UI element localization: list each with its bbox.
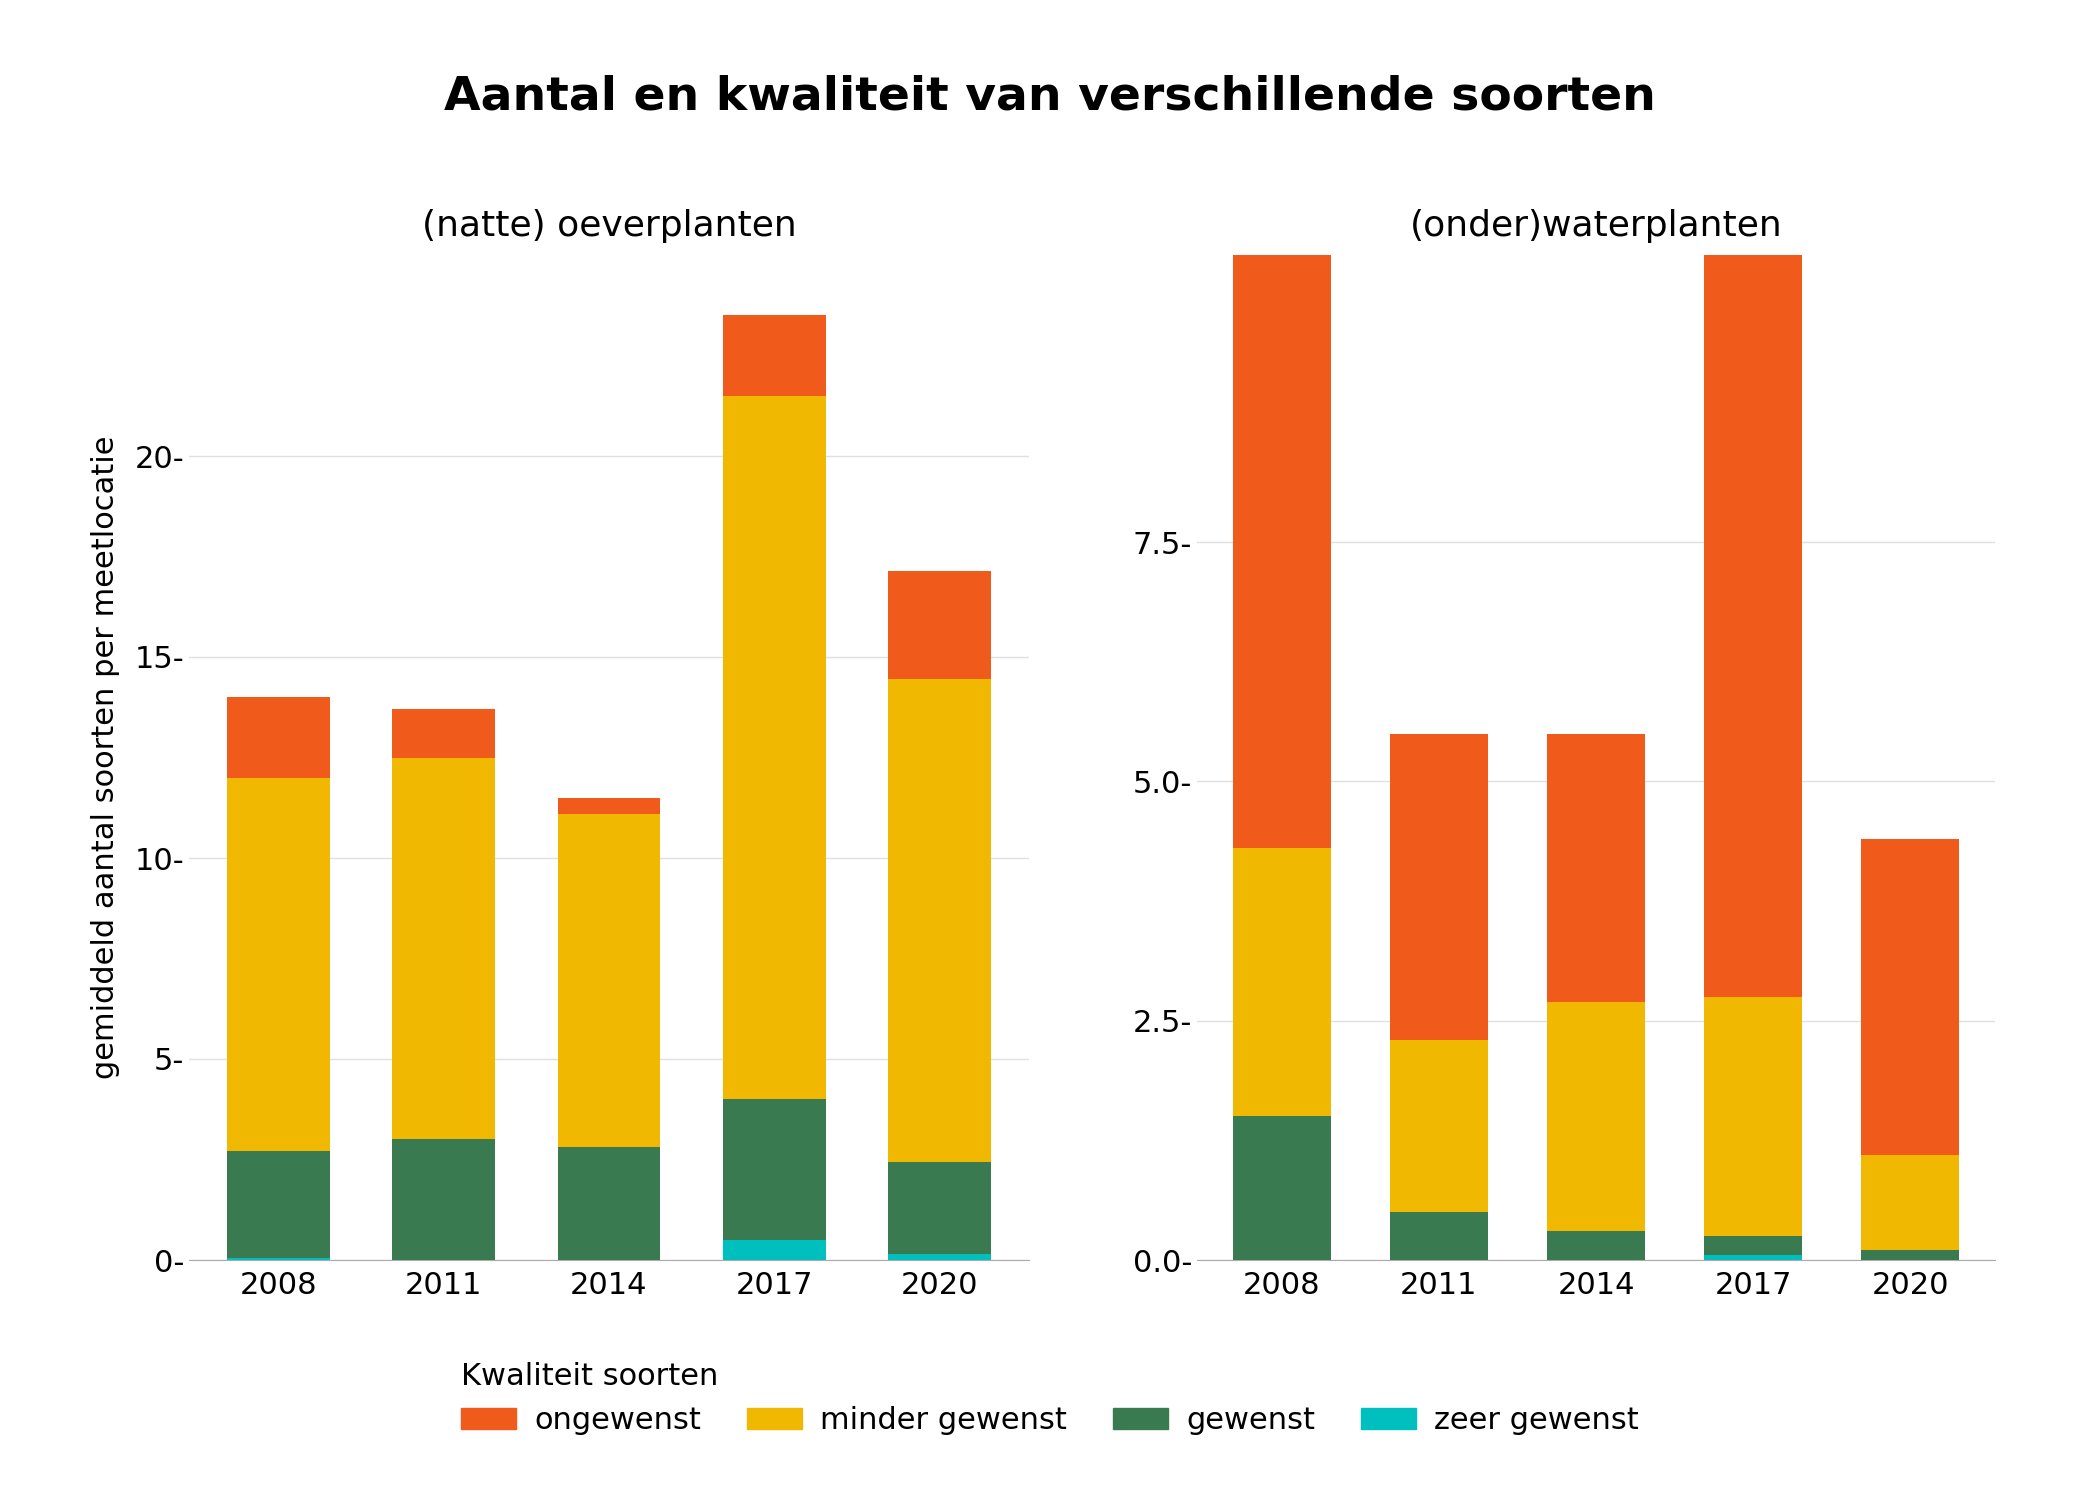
Bar — [559, 815, 659, 1148]
Bar — [722, 396, 825, 1100]
Bar — [1861, 1251, 1959, 1260]
Bar — [1390, 1212, 1487, 1260]
Bar — [227, 1152, 330, 1258]
Text: Aantal en kwaliteit van verschillende soorten: Aantal en kwaliteit van verschillende so… — [443, 75, 1657, 120]
Bar — [393, 710, 496, 758]
Title: (onder)waterplanten: (onder)waterplanten — [1409, 209, 1783, 243]
Bar — [1233, 0, 1331, 849]
Bar — [888, 1161, 991, 1254]
Bar — [1861, 839, 1959, 1155]
Bar — [1233, 849, 1331, 1116]
Bar — [1390, 734, 1487, 1040]
Bar — [1233, 1116, 1331, 1260]
Bar — [722, 1240, 825, 1260]
Bar — [1548, 734, 1644, 1002]
Bar — [559, 1148, 659, 1260]
Bar — [1705, 58, 1802, 998]
Bar — [393, 758, 496, 1140]
Bar — [227, 777, 330, 1152]
Bar — [1705, 1256, 1802, 1260]
Title: (natte) oeverplanten: (natte) oeverplanten — [422, 209, 796, 243]
Bar — [227, 1258, 330, 1260]
Bar — [888, 1254, 991, 1260]
Y-axis label: gemiddeld aantal soorten per meetlocatie: gemiddeld aantal soorten per meetlocatie — [92, 435, 120, 1080]
Bar — [722, 315, 825, 396]
Bar — [888, 680, 991, 1161]
Bar — [1548, 1002, 1644, 1232]
Legend: ongewenst, minder gewenst, gewenst, zeer gewenst: ongewenst, minder gewenst, gewenst, zeer… — [449, 1350, 1651, 1448]
Bar — [1548, 1232, 1644, 1260]
Bar — [393, 1140, 496, 1260]
Bar — [1861, 1155, 1959, 1251]
Bar — [227, 698, 330, 777]
Bar — [1390, 1040, 1487, 1212]
Bar — [559, 798, 659, 814]
Bar — [888, 570, 991, 680]
Bar — [1705, 1236, 1802, 1256]
Bar — [722, 1100, 825, 1240]
Bar — [1705, 998, 1802, 1236]
